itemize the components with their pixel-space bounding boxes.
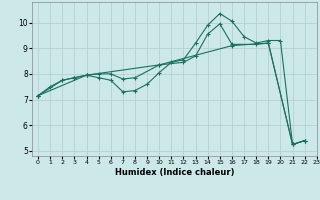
X-axis label: Humidex (Indice chaleur): Humidex (Indice chaleur) [115,168,234,177]
